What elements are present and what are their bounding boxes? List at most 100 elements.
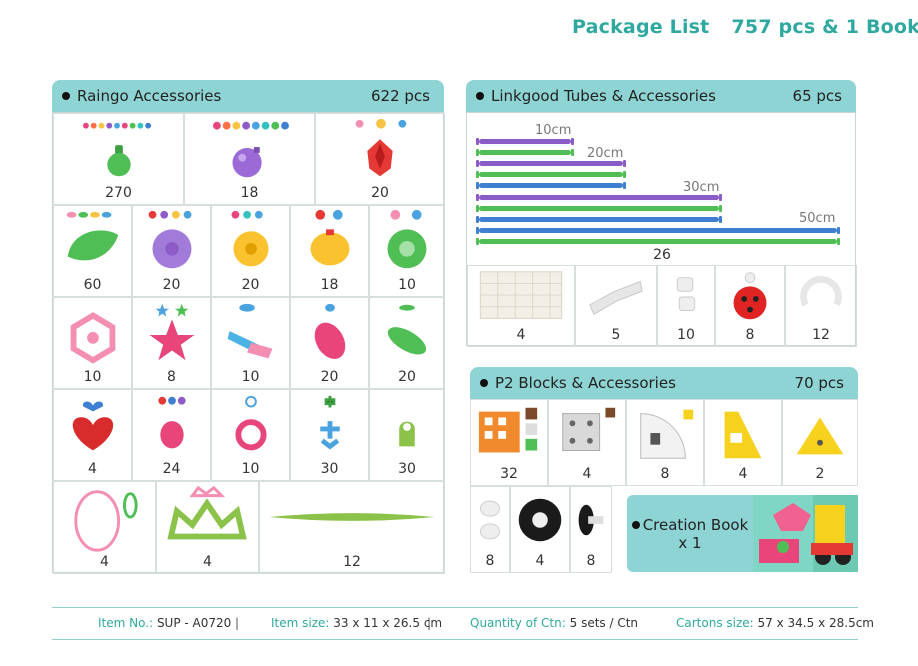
raingo-item-lotus: 10 [369,205,445,297]
footer-separator: | [235,616,240,630]
item-quantity: 32 [500,466,518,482]
tube-count: 26 [653,247,671,263]
item-quantity: 2 [815,466,825,482]
raingo-total: 622 pcs [371,87,430,105]
tube-10cm-purple [476,138,574,145]
item-quantity: 20 [320,369,339,385]
item-size: Item size: 33 x 11 x 26.5 cm [271,616,442,630]
item-quantity: 30 [320,461,339,477]
tube-10cm-green [476,149,574,156]
clip-ring-icon [800,276,842,307]
spindle-bead-icon [387,304,427,355]
linkgood-title: Linkgood Tubes & Accessories [491,87,716,105]
raingo-item-star: 8 [132,297,211,389]
raingo-item-flower-bell: 20 [315,113,445,205]
raingo-item-hoop: 4 [53,481,156,574]
raingo-item-leaf: 60 [53,205,132,297]
book-title: Creation Book [642,515,749,534]
item-number: Item No.: SUP - A0720 [98,616,231,630]
footer-specs: Item No.: SUP - A0720 | Item size: 33 x … [52,616,874,634]
item-quantity: 18 [320,277,339,293]
p2-total: 70 pcs [794,374,844,392]
linkgood-panel: 10cm 20cm 30cm 50cm 26 4 5 10 8 12 [466,112,857,347]
raingo-item-daisy: 20 [132,205,211,297]
tube-length-label: 20cm [587,146,624,161]
item-quantity: 10 [83,369,102,385]
book-cover-illustration [753,495,858,572]
item-quantity: 20 [241,277,260,293]
square-plate-icon [562,407,616,451]
heart-bead-icon [72,401,114,451]
quantity-of-carton: Quantity of Ctn: 5 sets / Ctn [470,616,638,630]
cartons-size-label: Cartons size: [676,616,754,630]
connector-icon [320,395,340,450]
p2-item-tire: 4 [510,486,570,573]
lotus-flower-icon [387,209,427,269]
daisy-flower-icon [148,210,192,269]
item-quantity: 12 [343,554,361,570]
ring-icon [235,395,267,451]
tube-length-label: 50cm [799,211,836,226]
item-quantity: 18 [240,185,259,201]
item-quantity: 270 [105,185,132,201]
p2-item-slope-block: 4 [704,399,782,486]
raingo-item-heart: 4 [53,389,132,481]
raingo-item-hook: 30 [369,389,445,481]
p2-item-quarter-plate: 8 [626,399,704,486]
bullet-dot-icon [62,92,70,100]
tube-20cm-blue [476,182,626,189]
linkgood-item-clip-ring: 12 [785,265,857,347]
tube-50cm-green [476,238,840,245]
bracket-icon [589,280,643,316]
item-quantity: 60 [83,277,102,293]
tire-icon [518,498,562,542]
item-quantity: 4 [738,466,748,482]
item-quantity: 10 [398,277,416,293]
tube-30cm-green [476,205,722,212]
linkgood-item-base-plate: 4 [467,265,575,347]
raingo-item-cone-bead: 10 [211,297,290,389]
item-quantity: 4 [88,461,97,477]
book-quantity: x 1 [678,533,702,552]
quarter-plate-icon [640,409,694,459]
item-quantity: 20 [371,185,389,201]
package-list-title: Package List [572,16,710,38]
raingo-header: Raingo Accessories 622 pcs [52,80,444,112]
bullet-dot-icon [631,520,640,529]
raingo-item-crown: 4 [156,481,259,574]
stick-icon [269,513,435,521]
item-quantity: 8 [745,327,755,343]
hoop-icon [74,490,138,552]
acorn-bead-icon [82,122,152,177]
tube-length-label: 30cm [683,180,720,195]
item-quantity: 10 [241,369,260,385]
leaf-icon [66,211,119,261]
item-quantity: 4 [535,553,545,569]
cone-bead-icon [227,303,273,359]
page-title: Package List 757 pcs & 1 Book [572,16,918,38]
tubes-area: 10cm 20cm 30cm 50cm 26 [467,113,857,265]
slope-block-icon [724,411,762,459]
item-quantity: 4 [516,327,526,343]
item-quantity: 4 [100,554,109,570]
footer-top-divider [52,607,858,608]
tube-30cm-purple [476,194,722,201]
raingo-panel: 270 18 20 60 20 20 18 10 10 8 10 [52,112,445,574]
item-quantity: 8 [586,553,596,569]
item-quantity: 20 [398,369,416,385]
tube-20cm-green [476,171,626,178]
footer-bottom-divider [52,639,858,640]
base-plate-icon [479,271,563,319]
linkgood-item-bracket: 5 [575,265,657,347]
quantity-value: 5 sets / Ctn [569,616,639,630]
axle-wheel-icon [578,504,604,536]
cartons-size-value: 57 x 34.5 x 28.5cm [757,616,874,630]
linkgood-item-joint: 10 [657,265,715,347]
item-quantity: 12 [812,327,830,343]
p2-title: P2 Blocks & Accessories [495,374,676,392]
cartons-size: Cartons size: 57 x 34.5 x 28.5cm [676,616,874,630]
raingo-item-stick: 12 [259,481,445,574]
item-number-label: Item No.: [98,616,154,630]
crown-icon [167,485,247,540]
cube-block-icon [478,407,538,453]
